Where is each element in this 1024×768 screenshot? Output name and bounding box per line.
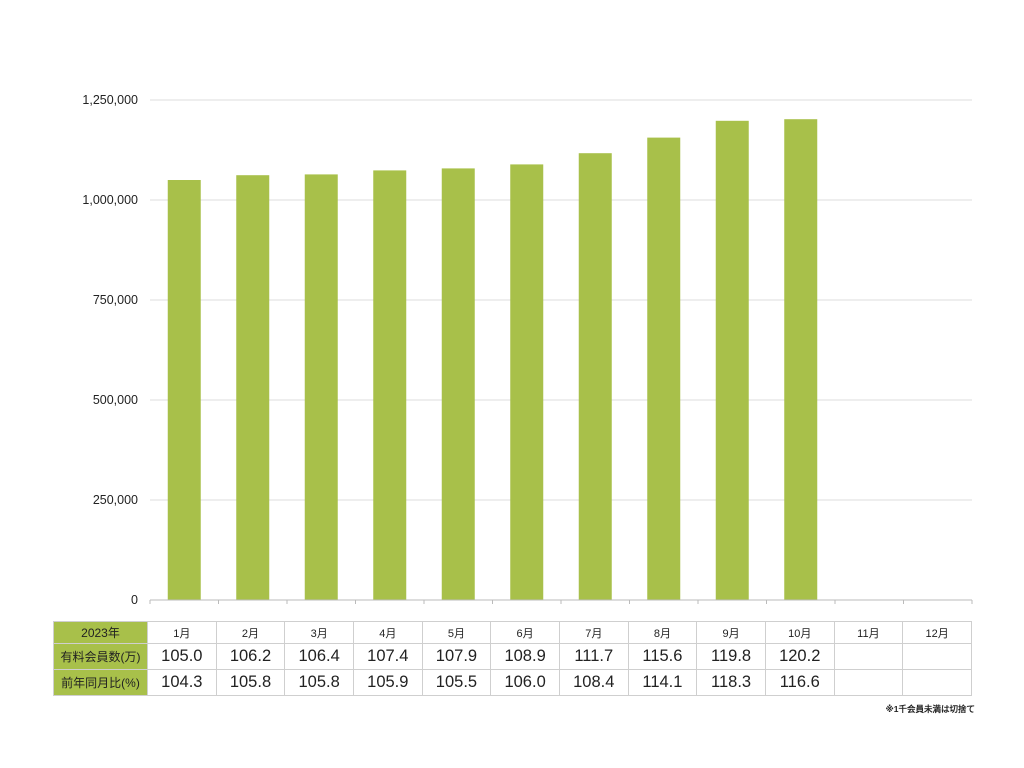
y-tick-label: 1,000,000 [82, 193, 138, 207]
bar [647, 137, 681, 600]
table-cell: 120.2 [764, 643, 835, 670]
table-cell: 107.4 [352, 643, 423, 670]
month-header-row: 2023年 1月 2月 3月 4月 5月 6月 7月 8月 9月 10月 11月 12月 [53, 621, 972, 644]
table-month-header: 7月 [558, 621, 629, 644]
table-cell: 106.0 [490, 669, 560, 696]
table-month-header: 5月 [421, 621, 492, 644]
bars [167, 119, 818, 601]
bar [304, 174, 338, 600]
x-axis [149, 599, 973, 604]
table-month-header: 6月 [490, 621, 560, 644]
footnote: ※1千会員未満は切捨て [885, 704, 976, 714]
table-cell: 118.3 [696, 669, 766, 696]
year-label: 2023年 [53, 621, 148, 644]
bar [236, 175, 270, 600]
table-cell [833, 643, 904, 670]
table-cell [833, 669, 904, 696]
bar [578, 153, 612, 600]
row-label-paid-members: 有料会員数(万) [53, 643, 148, 670]
table-month-header: 4月 [352, 621, 423, 644]
bar [373, 170, 407, 600]
y-tick-label: 500,000 [93, 393, 138, 407]
table-cell: 104.3 [147, 669, 217, 696]
bar [784, 119, 818, 600]
paid-members-row: 有料会員数(万) 105.0 106.2 106.4 107.4 107.9 108.9 1… [53, 643, 972, 670]
table-month-header: 8月 [627, 621, 698, 644]
table-cell: 106.2 [215, 643, 286, 670]
table-cell: 116.6 [764, 669, 835, 696]
table-month-header: 9月 [696, 621, 766, 644]
table-cell [902, 643, 972, 670]
y-tick-label: 0 [131, 593, 138, 607]
table-month-header: 2月 [215, 621, 286, 644]
y-tick-label: 1,250,000 [82, 93, 138, 107]
table-month-header: 1月 [147, 621, 217, 644]
table-cell: 106.4 [284, 643, 354, 670]
table-cell: 115.6 [627, 643, 698, 670]
table-cell: 105.9 [352, 669, 423, 696]
row-label-yoy-ratio: 前年同月比(%) [53, 669, 148, 696]
table-cell: 107.9 [421, 643, 492, 670]
table-cell: 105.8 [284, 669, 354, 696]
table-cell: 105.5 [421, 669, 492, 696]
yoy-ratio-row: 前年同月比(%) 104.3 105.8 105.8 105.9 105.5 106.0 1… [53, 669, 972, 696]
table-cell: 105.8 [215, 669, 286, 696]
bar [441, 168, 475, 600]
table-month-header: 11月 [833, 621, 904, 644]
bar-chart: 0 250,000 500,000 750,000 1,000,000 1,250,000 [82, 93, 973, 607]
data-table: 2023年 1月 2月 3月 4月 5月 6月 7月 8月 9月 10月 11月 12月 有料会員数(… [53, 621, 972, 696]
y-tick-label: 250,000 [93, 493, 138, 507]
table-cell: 111.7 [558, 643, 629, 670]
table-month-header: 10月 [764, 621, 835, 644]
table-cell: 108.4 [558, 669, 629, 696]
table-cell: 105.0 [147, 643, 217, 670]
table-cell: 108.9 [490, 643, 560, 670]
y-tick-label: 750,000 [93, 293, 138, 307]
bar [510, 164, 544, 600]
table-cell: 119.8 [696, 643, 766, 670]
bar [167, 180, 201, 600]
table-month-header: 3月 [284, 621, 354, 644]
gridlines [150, 99, 972, 501]
table-month-header: 12月 [902, 621, 972, 644]
table-cell [902, 669, 972, 696]
bar [715, 120, 749, 601]
table-cell: 114.1 [627, 669, 698, 696]
y-axis-tick-labels: 0 250,000 500,000 750,000 1,000,000 1,250,000 [82, 93, 138, 607]
